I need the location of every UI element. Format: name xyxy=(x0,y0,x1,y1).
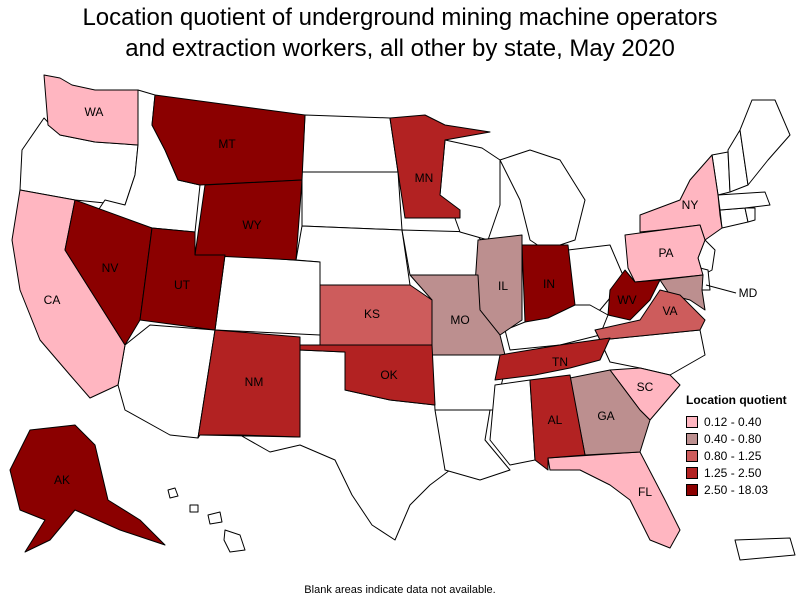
label-CA: CA xyxy=(44,293,61,307)
legend-row-1: 0.12 - 0.40 xyxy=(686,413,796,430)
label-NY: NY xyxy=(682,198,699,212)
label-OK: OK xyxy=(380,368,397,382)
state-ND[interactable] xyxy=(301,114,399,173)
territory-PR[interactable] xyxy=(734,537,796,561)
state-LA[interactable] xyxy=(434,409,511,481)
map-title: Location quotient of underground mining … xyxy=(0,2,800,64)
label-TN: TN xyxy=(552,355,568,369)
legend-label-1: 0.12 - 0.40 xyxy=(704,414,762,429)
legend: Location quotient 0.12 - 0.40 0.40 - 0.8… xyxy=(686,393,796,498)
label-MN: MN xyxy=(415,171,434,185)
legend-swatch-1 xyxy=(686,415,698,428)
label-MT: MT xyxy=(218,137,236,151)
label-VA: VA xyxy=(662,304,677,318)
legend-label-2: 0.40 - 0.80 xyxy=(704,431,762,446)
state-WV[interactable] xyxy=(607,269,661,321)
label-IN: IN xyxy=(543,277,555,291)
state-CT[interactable] xyxy=(719,207,749,229)
footnote: Blank areas indicate data not available. xyxy=(304,584,496,596)
legend-swatch-5 xyxy=(686,483,698,496)
state-MN[interactable] xyxy=(389,114,491,219)
label-MO: MO xyxy=(450,313,469,327)
label-NM: NM xyxy=(245,375,264,389)
label-AK: AK xyxy=(54,473,70,487)
legend-row-2: 0.40 - 0.80 xyxy=(686,430,796,447)
state-PA[interactable] xyxy=(624,224,706,283)
state-AL[interactable] xyxy=(529,374,586,471)
state-MI[interactable] xyxy=(499,149,586,251)
state-WA[interactable] xyxy=(43,74,139,146)
legend-label-3: 0.80 - 1.25 xyxy=(704,448,762,463)
state-IN[interactable] xyxy=(521,244,576,323)
label-NV: NV xyxy=(102,261,119,275)
state-HI-4[interactable] xyxy=(223,529,246,553)
state-FL[interactable] xyxy=(547,451,681,549)
label-KS: KS xyxy=(364,307,380,321)
state-KS[interactable] xyxy=(319,284,433,346)
state-VA[interactable] xyxy=(594,289,706,341)
label-WV: WV xyxy=(617,293,636,307)
state-ME[interactable] xyxy=(739,99,791,186)
legend-row-3: 0.80 - 1.25 xyxy=(686,447,796,464)
legend-row-5: 2.50 - 18.03 xyxy=(686,481,796,498)
state-CO[interactable] xyxy=(214,254,321,336)
state-OK[interactable] xyxy=(299,344,436,406)
label-MD: MD xyxy=(739,286,758,300)
label-SC: SC xyxy=(637,380,654,394)
state-SD[interactable] xyxy=(301,171,403,231)
state-WI[interactable] xyxy=(439,139,501,241)
md-leader-line xyxy=(705,284,737,294)
label-AL: AL xyxy=(548,413,563,427)
label-IL: IL xyxy=(498,279,508,293)
label-WA: WA xyxy=(85,105,104,119)
legend-swatch-3 xyxy=(686,449,698,462)
data-states xyxy=(9,74,723,553)
state-UT[interactable] xyxy=(139,227,226,331)
label-GA: GA xyxy=(597,409,614,423)
state-MT[interactable] xyxy=(151,94,306,186)
label-PA: PA xyxy=(658,246,673,260)
label-FL: FL xyxy=(638,485,652,499)
no-data-states xyxy=(19,89,796,561)
label-UT: UT xyxy=(174,278,191,292)
state-HI-1[interactable] xyxy=(167,487,179,499)
title-line-2: and extraction workers, all other by sta… xyxy=(125,35,675,62)
legend-label-5: 2.50 - 18.03 xyxy=(704,482,769,497)
label-WY: WY xyxy=(242,218,261,232)
state-WY[interactable] xyxy=(194,179,303,261)
legend-swatch-4 xyxy=(686,466,698,479)
state-labels: WA CA NY PA SC FL IL MO GA MD KS VA MN N… xyxy=(44,105,758,499)
state-HI-2[interactable] xyxy=(189,504,199,513)
state-RI[interactable] xyxy=(744,207,756,223)
state-NV[interactable] xyxy=(64,199,153,346)
legend-title: Location quotient xyxy=(686,393,787,407)
state-MA[interactable] xyxy=(717,191,771,211)
legend-label-4: 1.25 - 2.50 xyxy=(704,465,762,480)
title-line-1: Location quotient of underground mining … xyxy=(82,4,718,31)
state-NM[interactable] xyxy=(197,329,301,439)
legend-row-4: 1.25 - 2.50 xyxy=(686,464,796,481)
legend-swatch-2 xyxy=(686,432,698,445)
state-MS[interactable] xyxy=(489,379,536,466)
state-AK[interactable] xyxy=(9,424,166,553)
state-TN[interactable] xyxy=(494,337,611,381)
state-HI-3[interactable] xyxy=(207,511,223,525)
